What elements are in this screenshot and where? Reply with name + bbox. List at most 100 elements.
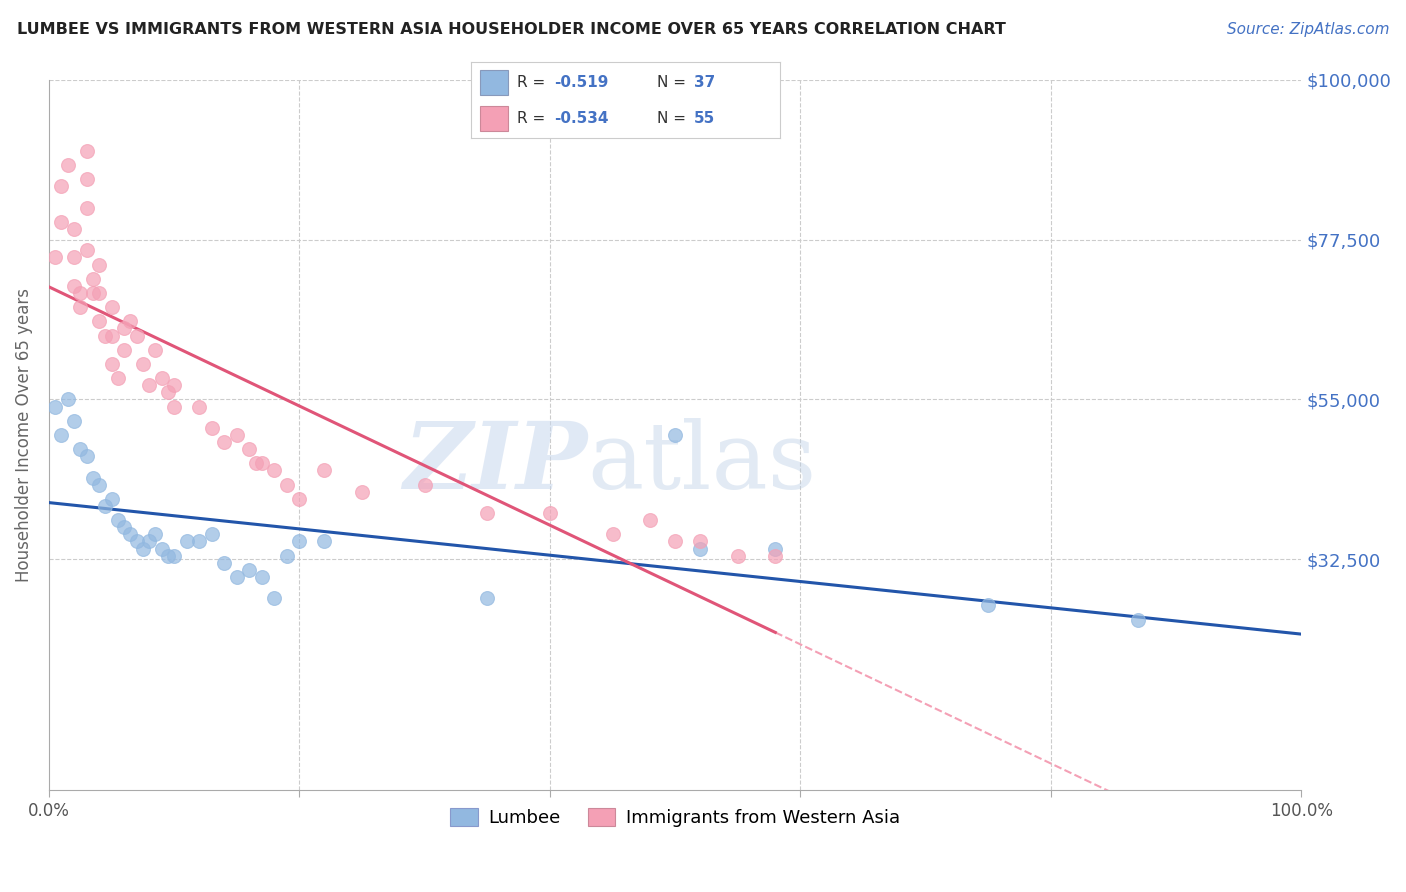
Point [238,442,260,457]
Point [76,172,98,186]
Point [87,285,110,300]
Point [56,392,79,407]
Point [288,534,311,549]
Point [225,428,247,442]
Text: LUMBEE VS IMMIGRANTS FROM WESTERN ASIA HOUSEHOLDER INCOME OVER 65 YEARS CORRELAT: LUMBEE VS IMMIGRANTS FROM WESTERN ASIA H… [17,22,1005,37]
Point [538,506,561,520]
Point [87,477,110,491]
Point [100,357,122,371]
Text: R =: R = [517,111,546,126]
Point [214,556,236,570]
Point [1128,613,1150,627]
Point [132,541,155,556]
Point [602,527,624,541]
Point [225,570,247,584]
Point [689,541,711,556]
Point [314,534,336,549]
Bar [481,70,508,95]
Point [638,513,661,527]
Y-axis label: Householder Income Over 65 years: Householder Income Over 65 years [15,288,32,582]
Point [163,378,186,392]
Point [100,328,122,343]
Point [176,534,198,549]
Point [82,470,104,484]
Text: 37: 37 [693,75,716,90]
Point [63,251,86,265]
Point [163,400,186,414]
Point [477,591,499,606]
Point [689,534,711,549]
Point [727,549,749,563]
Text: atlas: atlas [588,418,817,508]
Point [63,278,86,293]
Legend: Lumbee, Immigrants from Western Asia: Lumbee, Immigrants from Western Asia [443,800,907,834]
Point [94,499,117,513]
Text: R =: R = [517,75,546,90]
Point [76,201,98,215]
Point [82,272,104,286]
Text: N =: N = [657,75,686,90]
Point [51,179,73,194]
Point [413,477,436,491]
Point [156,385,179,400]
Point [138,378,160,392]
Point [188,400,211,414]
Point [107,371,129,385]
Point [477,506,499,520]
Point [51,215,73,229]
Point [238,563,260,577]
Point [132,357,155,371]
Point [100,491,122,506]
Point [56,158,79,172]
Point [51,428,73,442]
Point [977,599,1000,613]
Point [87,258,110,272]
Point [352,484,374,499]
Point [125,534,148,549]
Point [76,144,98,158]
Point [44,251,66,265]
Point [263,591,285,606]
Point [763,541,786,556]
Point [112,520,135,534]
Text: -0.534: -0.534 [554,111,609,126]
Point [125,328,148,343]
Point [276,549,298,563]
Point [288,491,311,506]
Point [150,541,173,556]
Point [163,549,186,563]
Point [44,400,66,414]
Point [214,435,236,450]
Point [82,285,104,300]
Point [69,442,91,457]
Point [94,328,117,343]
Point [314,463,336,477]
Point [100,300,122,314]
Point [188,534,211,549]
Point [276,477,298,491]
Point [245,456,267,470]
Point [112,343,135,357]
Point [112,321,135,335]
Point [87,314,110,328]
Point [250,570,273,584]
Text: 55: 55 [693,111,716,126]
Point [69,285,91,300]
Point [664,428,686,442]
Point [763,549,786,563]
Point [201,421,224,435]
Point [76,244,98,258]
Point [63,222,86,236]
Point [120,314,142,328]
Point [76,449,98,463]
Bar [481,105,508,130]
Text: N =: N = [657,111,686,126]
Point [145,527,167,541]
Point [107,513,129,527]
Text: -0.519: -0.519 [554,75,609,90]
Point [63,414,86,428]
Point [150,371,173,385]
Point [69,300,91,314]
Point [156,549,179,563]
Point [201,527,224,541]
